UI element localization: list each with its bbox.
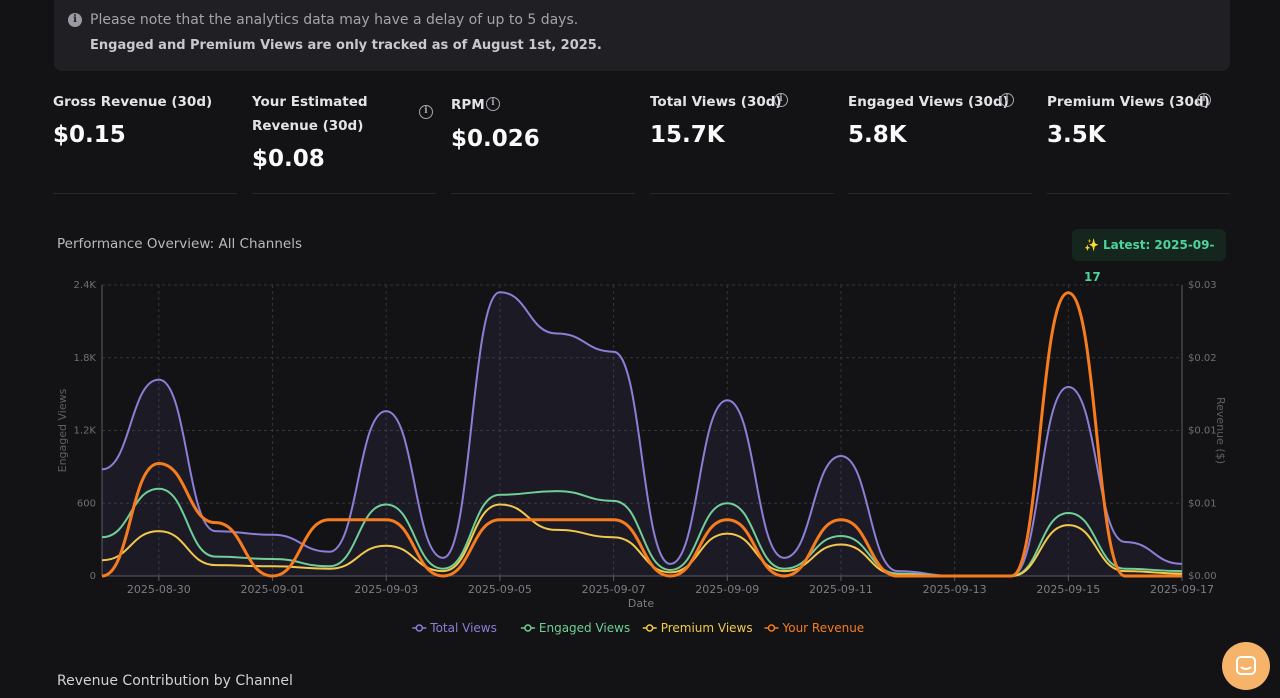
x-axis-title: Date [628, 597, 655, 610]
info-icon[interactable]: i [486, 97, 500, 111]
performance-line-chart[interactable]: 0 $0.00 600 $0.01 1.2K $0.01 1.8K $0.02 2.4K $0.0… [0, 270, 1280, 645]
metric-premium-views: Premium Views (30d) i 3.5K [1047, 88, 1230, 194]
info-icon: i [68, 13, 82, 27]
metric-label: RPM [451, 97, 485, 113]
x-tick-label: 2025-09-15 [1036, 583, 1100, 596]
x-tick-label: 2025-09-11 [809, 583, 873, 596]
metric-value: $0.08 [252, 146, 325, 172]
metric-value: $0.026 [451, 126, 540, 152]
chat-icon [1236, 656, 1256, 675]
metric-rpm: RPM i $0.026 [451, 88, 635, 194]
metric-value: 5.8K [848, 122, 907, 148]
latest-date-text: Latest: 2025-09-17 [1084, 238, 1215, 284]
legend-marker [645, 624, 654, 632]
x-tick-label: 2025-08-30 [127, 583, 191, 596]
y-right-axis-title: Revenue ($) [1214, 397, 1227, 464]
metric-value: 3.5K [1047, 122, 1106, 148]
y-left-tick-label: 2.4K [74, 280, 97, 291]
y-right-tick-label: $0.01 [1188, 426, 1217, 437]
sparkle-icon: ✨ [1084, 238, 1099, 252]
y-right-tick-label: $0.02 [1188, 353, 1217, 364]
series-area-total-views [102, 292, 1182, 576]
y-left-tick-label: 600 [77, 498, 96, 509]
legend-label: Engaged Views [539, 621, 630, 635]
info-icon[interactable]: i [1197, 93, 1211, 107]
y-right-tick-label: $0.01 [1188, 498, 1217, 509]
y-left-tick-label: 1.8K [74, 353, 97, 364]
y-left-axis-title: Engaged Views [56, 388, 69, 472]
notice-text-tracking: Engaged and Premium Views are only track… [90, 38, 602, 53]
metric-engaged-views: Engaged Views (30d) i 5.8K [848, 88, 1032, 194]
y-right-tick-label: $0.00 [1188, 571, 1217, 582]
legend-marker [415, 624, 424, 632]
legend-label: Your Revenue [782, 621, 865, 635]
legend-label: Total Views [429, 621, 497, 635]
metric-label: Gross Revenue (30d) [53, 94, 213, 110]
section-title-revenue-contribution: Revenue Contribution by Channel [57, 673, 293, 689]
legend-label: Premium Views [661, 621, 753, 635]
info-icon[interactable]: i [419, 105, 433, 119]
y-left-tick-label: 1.2K [74, 426, 97, 437]
y-left-tick-label: 0 [90, 571, 96, 582]
x-tick-label: 2025-09-09 [695, 583, 759, 596]
chart-title: Performance Overview: All Channels [57, 236, 302, 252]
series-line-your-revenue [101, 291, 1182, 578]
notice-text-delay: Please note that the analytics data may … [90, 12, 579, 28]
x-tick-label: 2025-09-17 [1150, 583, 1214, 596]
analytics-notice-banner: i Please note that the analytics data ma… [54, 0, 1230, 71]
metric-label: Total Views (30d) [650, 94, 782, 110]
metric-label: Your Estimated Revenue (30d) [252, 94, 368, 134]
info-icon[interactable]: i [774, 93, 788, 107]
x-tick-label: 2025-09-13 [923, 583, 987, 596]
latest-date-badge: ✨ Latest: 2025-09-17 [1072, 229, 1226, 284]
x-tick-label: 2025-09-03 [354, 583, 418, 596]
info-icon[interactable]: i [1000, 93, 1014, 107]
metric-estimated-revenue: Your Estimated Revenue (30d) $0.08 i [252, 88, 436, 194]
legend-marker [524, 624, 532, 632]
x-tick-label: 2025-09-07 [582, 583, 646, 596]
y-right-tick-label: $0.03 [1188, 280, 1217, 291]
x-tick-label: 2025-09-01 [241, 583, 305, 596]
metric-gross-revenue: Gross Revenue (30d) $0.15 [53, 88, 237, 194]
metric-value: 15.7K [650, 122, 725, 148]
chat-support-button[interactable] [1222, 642, 1270, 690]
metric-label: Engaged Views (30d) [848, 94, 1009, 110]
metric-label: Premium Views (30d) [1047, 94, 1210, 110]
x-tick-label: 2025-09-05 [468, 583, 532, 596]
metric-value: $0.15 [53, 122, 126, 148]
legend-marker [767, 624, 776, 632]
metric-total-views: Total Views (30d) i 15.7K [650, 88, 834, 194]
